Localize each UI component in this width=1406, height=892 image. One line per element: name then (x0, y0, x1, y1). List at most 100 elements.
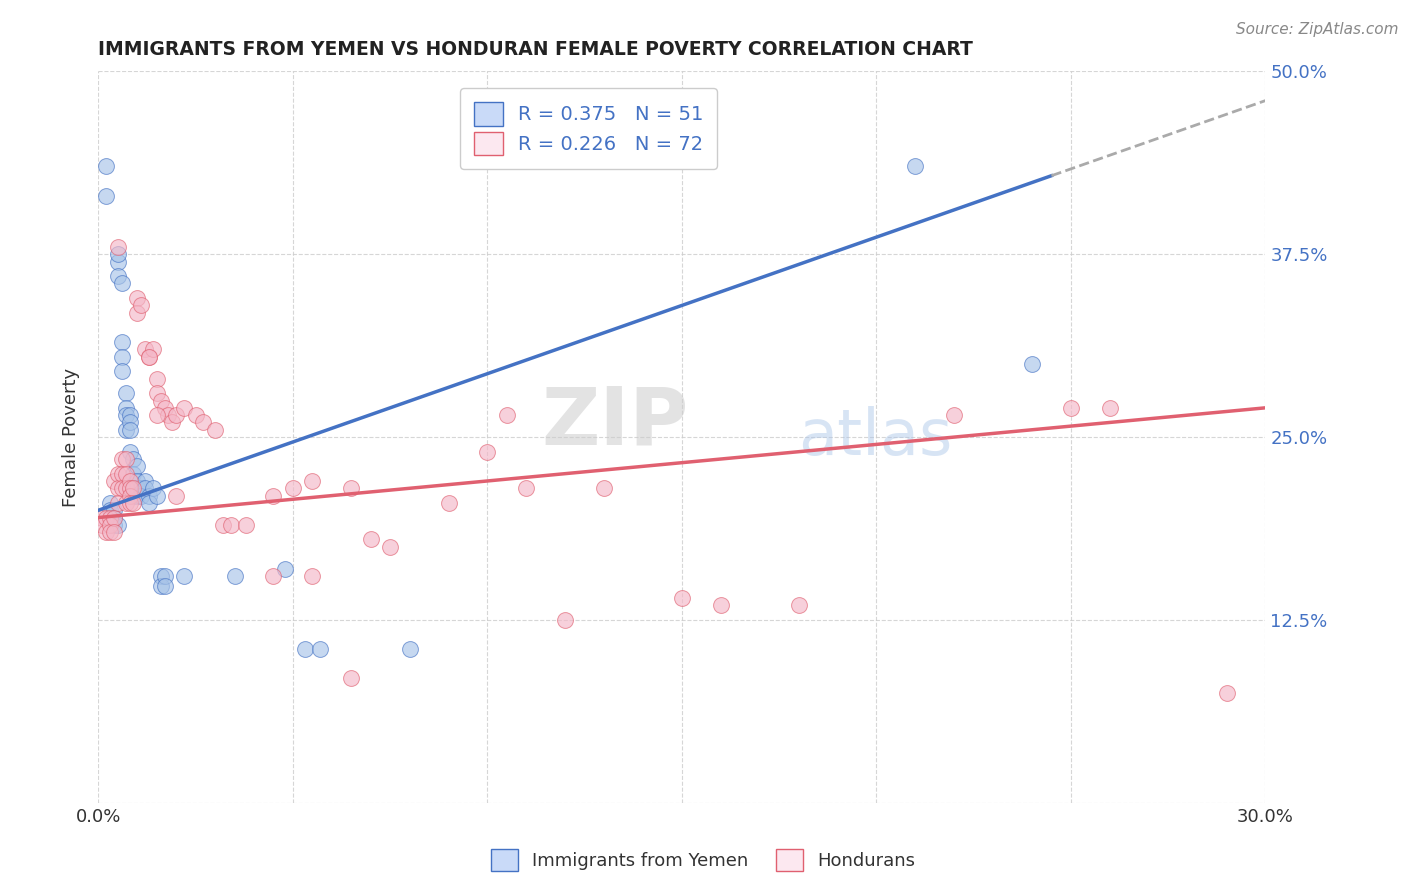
Point (111, 334, 134, 349)
Point (98, 525, 121, 540)
Point (235, 517, 257, 532)
Point (114, 408, 136, 422)
Point (157, 408, 180, 422)
Legend: R = 0.375   N = 51, R = 0.226   N = 72: R = 0.375 N = 51, R = 0.226 N = 72 (460, 88, 717, 169)
Point (127, 291, 149, 305)
Point (138, 496, 160, 510)
Point (107, 269, 129, 284)
Point (149, 393, 172, 408)
Point (118, 408, 141, 422)
Point (224, 569, 246, 583)
Point (98, 496, 121, 510)
Point (162, 416, 184, 430)
Point (107, 481, 129, 495)
Point (1060, 401, 1083, 415)
Point (301, 569, 323, 583)
Point (496, 408, 519, 422)
Point (173, 569, 195, 583)
Point (103, 474, 125, 488)
Text: IMMIGRANTS FROM YEMEN VS HONDURAN FEMALE POVERTY CORRELATION CHART: IMMIGRANTS FROM YEMEN VS HONDURAN FEMALE… (98, 39, 973, 59)
Point (309, 642, 332, 657)
Point (114, 452, 136, 467)
Point (138, 350, 160, 364)
Point (515, 481, 537, 495)
Point (360, 533, 382, 547)
Point (153, 401, 176, 415)
Point (118, 489, 141, 503)
Point (129, 481, 152, 495)
Point (142, 481, 165, 495)
Point (129, 298, 152, 312)
Point (114, 423, 136, 437)
Point (103, 510, 125, 524)
Point (134, 474, 156, 488)
Point (122, 481, 145, 495)
Point (118, 423, 141, 437)
Point (118, 416, 141, 430)
Point (118, 444, 141, 458)
Point (114, 467, 136, 481)
Point (96, 510, 118, 524)
Point (118, 496, 141, 510)
Point (153, 579, 176, 593)
Point (127, 481, 149, 495)
Point (1021, 357, 1043, 371)
Point (96, 188, 118, 202)
Point (118, 481, 141, 495)
Point (98, 503, 121, 517)
Point (122, 496, 145, 510)
Point (593, 481, 616, 495)
Point (127, 489, 149, 503)
Point (114, 496, 136, 510)
Point (134, 481, 156, 495)
Point (554, 613, 576, 627)
Point (127, 459, 149, 474)
Point (294, 642, 316, 657)
Text: ZIP: ZIP (541, 384, 689, 461)
Point (340, 672, 363, 686)
Point (204, 423, 226, 437)
Point (96, 525, 118, 540)
Point (127, 306, 149, 320)
Point (142, 343, 165, 357)
Point (262, 569, 284, 583)
Legend: Immigrants from Yemen, Hondurans: Immigrants from Yemen, Hondurans (484, 842, 922, 879)
Point (114, 386, 136, 401)
Point (146, 408, 169, 422)
Point (1098, 401, 1121, 415)
Point (103, 503, 125, 517)
Point (91, 510, 114, 524)
Point (103, 510, 125, 524)
Point (98, 517, 121, 532)
Point (281, 481, 304, 495)
Point (111, 452, 134, 467)
Point (98, 510, 121, 524)
Point (219, 517, 242, 532)
Point (904, 160, 927, 174)
Point (153, 569, 176, 583)
Point (134, 343, 156, 357)
Point (122, 452, 145, 467)
Point (122, 489, 145, 503)
Point (107, 247, 129, 261)
Point (122, 481, 145, 495)
Point (114, 481, 136, 495)
Point (146, 371, 169, 385)
Text: atlas: atlas (799, 406, 953, 468)
Point (437, 496, 460, 510)
Point (212, 517, 235, 532)
Point (111, 277, 134, 291)
Point (262, 489, 284, 503)
Point (107, 254, 129, 268)
Point (107, 467, 129, 481)
Point (710, 599, 733, 613)
Point (165, 489, 187, 503)
Point (107, 517, 129, 532)
Point (129, 489, 152, 503)
Point (301, 474, 323, 488)
Point (787, 599, 810, 613)
Point (111, 481, 134, 495)
Point (127, 474, 149, 488)
Point (111, 467, 134, 481)
Point (118, 474, 141, 488)
